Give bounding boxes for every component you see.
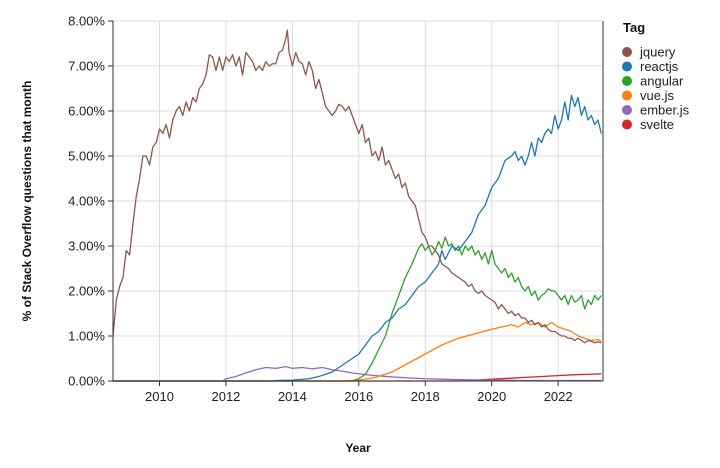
y-tick-label: 8.00% [68, 14, 105, 29]
series-layer [112, 29, 602, 382]
x-tick-label: 2022 [544, 389, 573, 404]
legend-swatch-svelte [622, 119, 632, 130]
series-line-reactjs [113, 94, 602, 382]
x-tick-label: 2010 [145, 389, 174, 404]
series-line-vue-js [113, 321, 602, 382]
series-line-jquery [112, 29, 602, 344]
y-tick-label: 2.00% [68, 284, 105, 299]
y-tick-label: 4.00% [68, 194, 105, 209]
x-tick-label: 2016 [344, 389, 373, 404]
legend-label-ember-js: ember.js [640, 103, 690, 118]
legend-swatch-vue-js [622, 90, 632, 101]
y-tick-label: 0.00% [68, 374, 105, 389]
legend-swatch-jquery [622, 47, 632, 57]
series-line-ember-js [113, 365, 602, 382]
y-tick-label: 6.00% [68, 104, 105, 119]
y-axis-title: % of Stack Overflow questions that month [20, 81, 34, 322]
x-axis-title: Year [345, 441, 371, 455]
x-tick-label: 2018 [411, 389, 440, 404]
legend-label-svelte: svelte [640, 117, 674, 132]
x-tick-label: 2014 [278, 389, 307, 404]
series-line-angular [113, 236, 602, 382]
y-tick-label: 1.00% [68, 329, 105, 344]
legend-label-angular: angular [640, 74, 684, 89]
legend-swatch-reactjs [622, 61, 632, 72]
x-tick-label: 2020 [477, 389, 506, 404]
legend-label-vue-js: vue.js [640, 88, 674, 103]
y-tick-label: 7.00% [68, 59, 105, 74]
legend-swatch-angular [622, 76, 632, 86]
legend-title: Tag [623, 20, 645, 35]
legend-label-jquery: jquery [639, 45, 676, 60]
grid [113, 20, 603, 382]
legend-label-reactjs: reactjs [640, 59, 679, 74]
y-tick-label: 5.00% [68, 149, 105, 164]
x-tick-label: 2012 [211, 389, 240, 404]
y-tick-label: 3.00% [68, 239, 105, 254]
axes: 2010 2012 2014 2016 2018 2020 2022 0.00% 1.00% 2.… [68, 14, 604, 404]
legend-swatch-ember-js [622, 105, 632, 115]
legend: Tag jqueryreactjsangularvue.jsember.jssv… [622, 20, 690, 132]
